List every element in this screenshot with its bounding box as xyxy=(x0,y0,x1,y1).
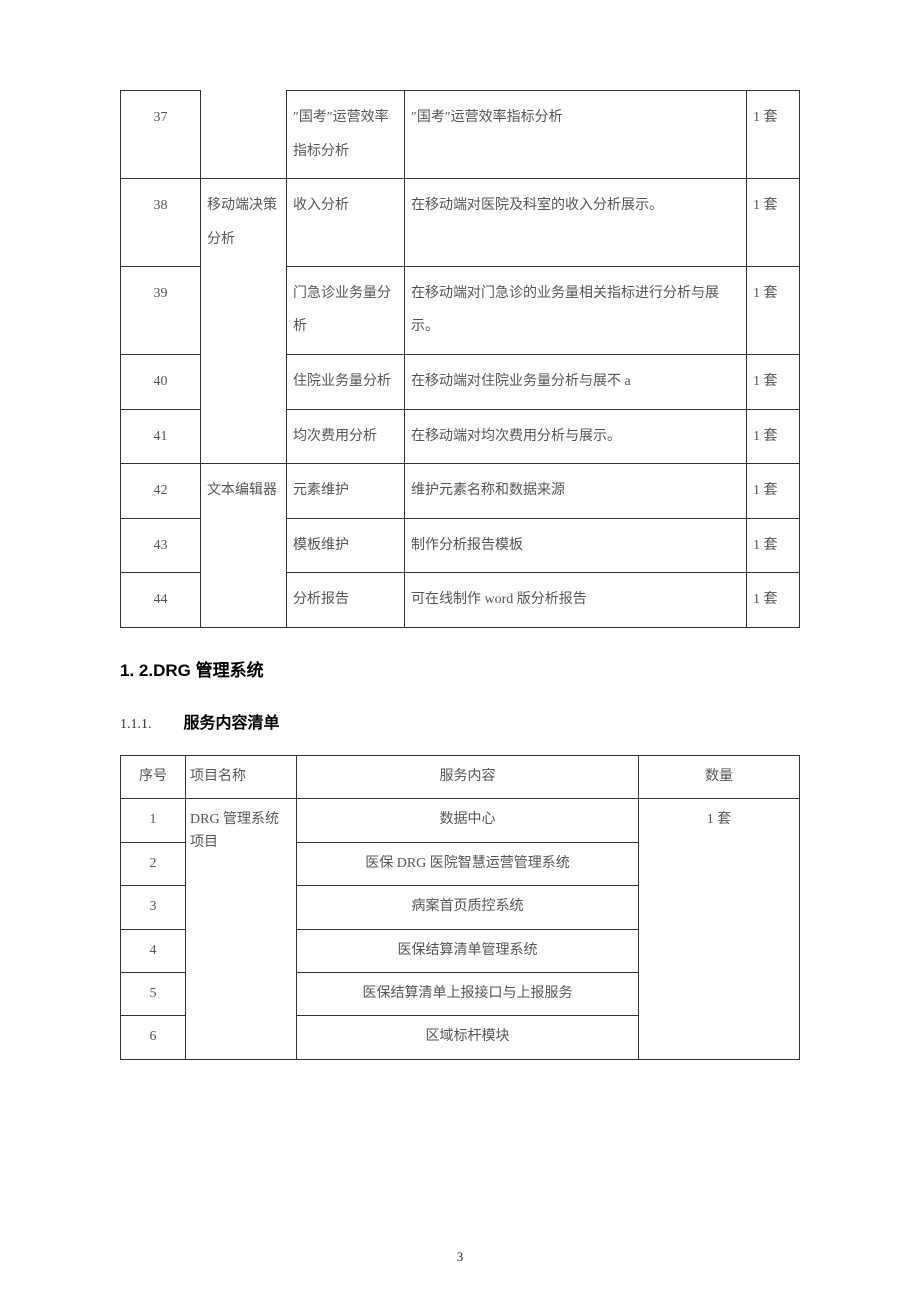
table-row: 44 分析报告可在线制作 word 版分析报告1 套 xyxy=(121,573,800,628)
page-number: 3 xyxy=(0,1249,920,1265)
service-table-1: 37″国考″运营效率指标分析″国考″运营效率指标分析1 套38移动端决策分析收入… xyxy=(120,90,800,628)
cell-item: 收入分析 xyxy=(287,179,405,267)
cell-category xyxy=(201,573,287,628)
table-row: 39 门急诊业务量分析在移动端对门急诊的业务量相关指标进行分析与展示。1 套 xyxy=(121,266,800,354)
cell-service: 医保 DRG 医院智慧运营管理系统 xyxy=(297,842,639,885)
service-table-2: 序号 项目名称 服务内容 数量 1DRG 管理系统项目数据中心1 套 2 医保 DR… xyxy=(120,755,800,1060)
cell-desc: 制作分析报告模板 xyxy=(405,518,747,573)
section-heading-drg: 1. 2.DRG 管理系统 xyxy=(120,656,800,681)
table-row: 40 住院业务量分析在移动端对住院业务量分析与展不 a1 套 xyxy=(121,355,800,410)
cell-desc: 在移动端对均次费用分析与展示。 xyxy=(405,409,747,464)
document-page: 37″国考″运营效率指标分析″国考″运营效率指标分析1 套38移动端决策分析收入… xyxy=(0,0,920,1301)
cell-num: 43 xyxy=(121,518,201,573)
cell-desc: ″国考″运营效率指标分析 xyxy=(405,91,747,179)
table-row: 41 均次费用分析在移动端对均次费用分析与展示。1 套 xyxy=(121,409,800,464)
cell-qty: 1 套 xyxy=(747,355,800,410)
cell-item: 模板维护 xyxy=(287,518,405,573)
cell-item: 住院业务量分析 xyxy=(287,355,405,410)
col-project: 项目名称 xyxy=(186,756,297,799)
cell-num: 41 xyxy=(121,409,201,464)
cell-qty: 1 套 xyxy=(747,266,800,354)
cell-qty: 1 套 xyxy=(747,573,800,628)
table-header-row: 序号 项目名称 服务内容 数量 xyxy=(121,756,800,799)
cell-category xyxy=(201,266,287,354)
cell-num: 5 xyxy=(121,972,186,1015)
cell-num: 39 xyxy=(121,266,201,354)
cell-category xyxy=(201,518,287,573)
cell-desc: 在移动端对门急诊的业务量相关指标进行分析与展示。 xyxy=(405,266,747,354)
cell-item: 分析报告 xyxy=(287,573,405,628)
cell-desc: 在移动端对住院业务量分析与展不 a xyxy=(405,355,747,410)
cell-num: 1 xyxy=(121,799,186,842)
table-row: 37″国考″运营效率指标分析″国考″运营效率指标分析1 套 xyxy=(121,91,800,179)
cell-desc: 维护元素名称和数据来源 xyxy=(405,464,747,519)
cell-qty: 1 套 xyxy=(747,518,800,573)
cell-service: 医保结算清单上报接口与上报服务 xyxy=(297,972,639,1015)
cell-num: 38 xyxy=(121,179,201,267)
cell-num: 40 xyxy=(121,355,201,410)
table-row: 1DRG 管理系统项目数据中心1 套 xyxy=(121,799,800,842)
cell-num: 4 xyxy=(121,929,186,972)
cell-item: ″国考″运营效率指标分析 xyxy=(287,91,405,179)
cell-item: 门急诊业务量分析 xyxy=(287,266,405,354)
table-row: 43 模板维护制作分析报告模板1 套 xyxy=(121,518,800,573)
cell-project: DRG 管理系统项目 xyxy=(186,799,297,1059)
cell-service: 数据中心 xyxy=(297,799,639,842)
cell-service: 医保结算清单管理系统 xyxy=(297,929,639,972)
cell-num: 2 xyxy=(121,842,186,885)
cell-category: 文本编辑器 xyxy=(201,464,287,519)
cell-category xyxy=(201,355,287,410)
cell-category: 移动端决策分析 xyxy=(201,179,287,267)
col-qty: 数量 xyxy=(639,756,800,799)
cell-service: 病案首页质控系统 xyxy=(297,886,639,929)
cell-qty: 1 套 xyxy=(747,464,800,519)
subsection-number: 1.1.1. xyxy=(120,717,152,733)
table-row: 38移动端决策分析收入分析在移动端对医院及科室的收入分析展示。1 套 xyxy=(121,179,800,267)
cell-category xyxy=(201,91,287,179)
cell-qty: 1 套 xyxy=(747,179,800,267)
col-service: 服务内容 xyxy=(297,756,639,799)
cell-num: 3 xyxy=(121,886,186,929)
cell-desc: 可在线制作 word 版分析报告 xyxy=(405,573,747,628)
col-seq: 序号 xyxy=(121,756,186,799)
subsection-title: 服务内容清单 xyxy=(184,709,280,733)
cell-num: 42 xyxy=(121,464,201,519)
cell-item: 均次费用分析 xyxy=(287,409,405,464)
cell-num: 37 xyxy=(121,91,201,179)
cell-desc: 在移动端对医院及科室的收入分析展示。 xyxy=(405,179,747,267)
subsection-heading-row: 1.1.1. 服务内容清单 xyxy=(120,709,800,733)
cell-item: 元素维护 xyxy=(287,464,405,519)
cell-num: 44 xyxy=(121,573,201,628)
cell-qty: 1 套 xyxy=(747,409,800,464)
cell-num: 6 xyxy=(121,1016,186,1059)
cell-category xyxy=(201,409,287,464)
cell-qty: 1 套 xyxy=(639,799,800,1059)
cell-service: 区域标杆模块 xyxy=(297,1016,639,1059)
cell-qty: 1 套 xyxy=(747,91,800,179)
table-row: 42文本编辑器元素维护维护元素名称和数据来源1 套 xyxy=(121,464,800,519)
